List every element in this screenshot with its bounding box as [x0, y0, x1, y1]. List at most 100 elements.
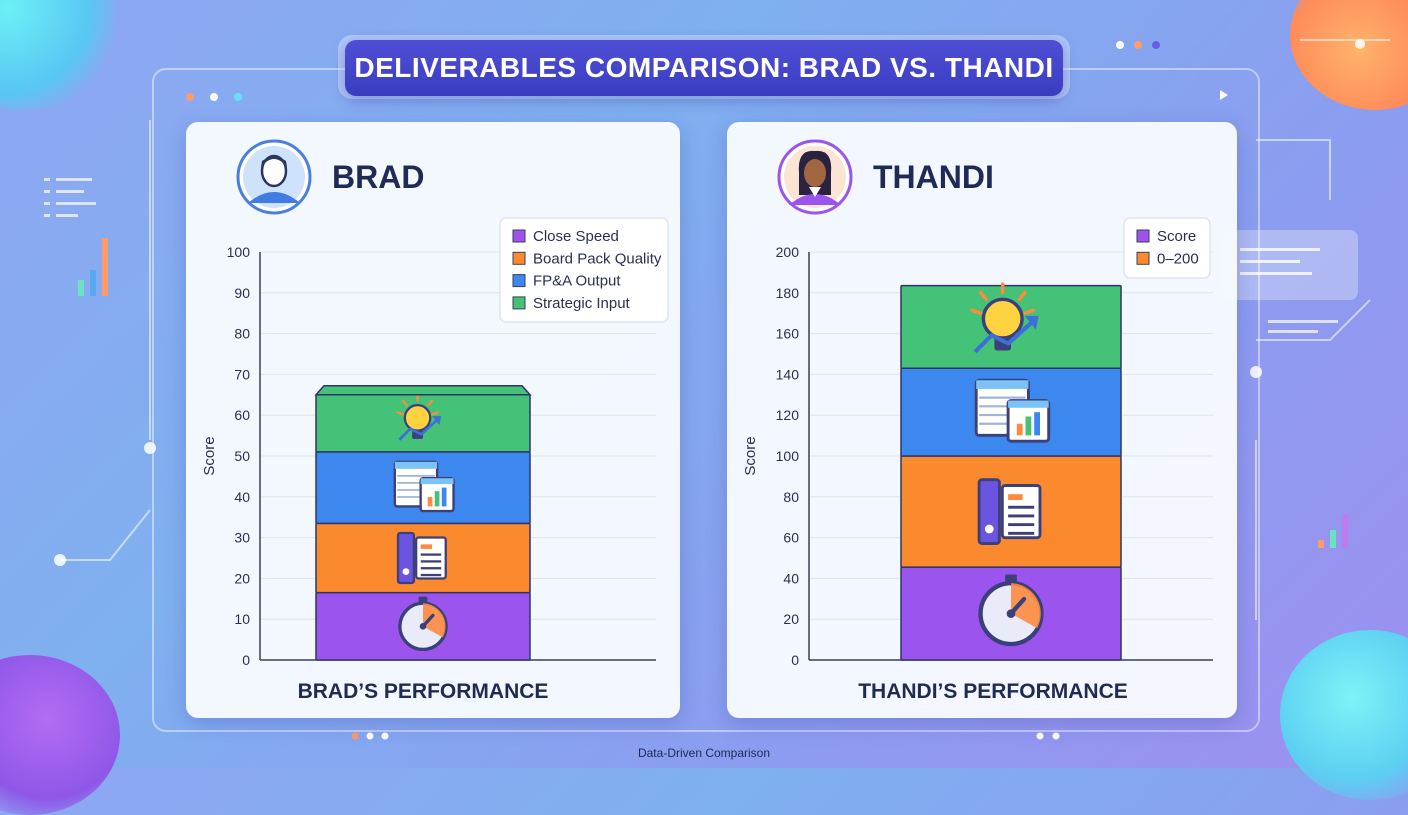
bulb-ray [427, 399, 434, 407]
stopwatch-icon [978, 574, 1044, 647]
y-axis-label: Score [201, 436, 218, 475]
binder-spine [977, 478, 1001, 545]
legend-box [499, 217, 669, 323]
lightbulb-growth-icon [396, 394, 442, 441]
bulb-ray [401, 399, 408, 407]
document-binder-icon [977, 478, 1042, 545]
y-tick-label: 40 [234, 489, 250, 505]
y-tick-label: 140 [776, 366, 800, 382]
bulb-ray [978, 290, 988, 302]
binder-page-header [1008, 494, 1023, 500]
person-name: THANDI [873, 159, 994, 195]
stopwatch-icon [398, 596, 448, 652]
spreadsheet-chart-icon [393, 460, 455, 513]
avatar-head [260, 154, 288, 188]
y-tick-label: 100 [776, 448, 800, 464]
user-avatar-icon [777, 139, 853, 215]
title-banner: DELIVERABLES COMPARISON: BRAD VS. THANDI [345, 40, 1063, 96]
binder-page-line [420, 567, 442, 570]
legend-box [1123, 217, 1211, 279]
sheet-titlebar [394, 461, 438, 469]
spreadsheet-chart-icon [974, 378, 1051, 443]
chart-title: THANDI’S PERFORMANCE [858, 680, 1128, 703]
y-axis-label: Score [742, 436, 759, 475]
avatar-collar [809, 187, 821, 197]
chart-titlebar [420, 478, 454, 485]
growth-arrow-line [973, 317, 1038, 354]
document-binder-icon [396, 531, 447, 585]
bulb-ray [970, 308, 983, 315]
y-tick-label: 120 [776, 407, 800, 423]
binder-page-line [1008, 531, 1035, 535]
binder-page-line [1008, 523, 1035, 527]
growth-arrow-line [398, 416, 441, 441]
stopwatch-pin [1006, 609, 1016, 618]
chart-bar [434, 491, 440, 507]
stopwatch-wedge [423, 603, 446, 638]
avatar-hair [261, 157, 287, 167]
legend-label: FP&A Output [533, 273, 621, 290]
y-tick-label: 90 [234, 285, 250, 301]
bulb-ray [1023, 308, 1035, 315]
legend-swatch [1136, 251, 1150, 265]
binder-page [415, 536, 447, 580]
binder-page-line [420, 553, 442, 556]
chart-bar [441, 487, 447, 507]
avatar-shoulders [789, 194, 841, 205]
chart-brad: BRAD 0 10 20 30 40 50 60 70 80 90 100 Score Close Spe… [201, 139, 669, 703]
y-tick-label: 10 [234, 611, 250, 627]
y-tick-label: 200 [776, 244, 800, 260]
y-tick-label: 60 [234, 407, 250, 423]
legend-swatch [512, 251, 526, 265]
legend-swatch [512, 296, 526, 310]
binder-page-line [420, 573, 442, 577]
y-tick-label: 160 [776, 326, 800, 342]
user-avatar-icon [236, 139, 312, 215]
legend-label: 0–200 [1157, 250, 1199, 267]
page-title: DELIVERABLES COMPARISON: BRAD VS. THANDI [354, 52, 1054, 83]
legend-label: Close Speed [533, 228, 619, 245]
y-tick-label: 60 [783, 530, 799, 546]
bulb-ray [430, 411, 439, 416]
avatar-shoulders [248, 192, 300, 203]
legend-swatch [512, 274, 526, 288]
person-name: BRAD [332, 159, 424, 195]
y-tick-label: 80 [783, 489, 799, 505]
y-tick-label: 0 [242, 652, 250, 668]
bulb-glass [981, 297, 1024, 340]
decor-blob-purple [0, 655, 120, 815]
lightbulb-growth-icon [970, 282, 1039, 354]
y-tick-label: 50 [234, 448, 250, 464]
y-tick-label: 180 [776, 285, 800, 301]
legend-label: Score [1157, 228, 1196, 245]
avatar-head [804, 159, 826, 187]
chart-title: BRAD’S PERFORMANCE [298, 680, 549, 703]
y-tick-label: 30 [234, 530, 250, 546]
binder-ring [984, 524, 994, 534]
binder-spine [396, 531, 416, 585]
chart-bar [1025, 416, 1032, 436]
bulb-ray [1017, 290, 1027, 302]
panel-thandi: THANDI 0 20 40 60 80 100 120 140 160 180 200 Score Sc… [727, 122, 1237, 718]
stopwatch-pin [419, 623, 427, 630]
binder-page [1000, 484, 1042, 540]
y-tick-label: 40 [783, 570, 799, 586]
binder-page-line [1008, 514, 1035, 518]
y-tick-label: 20 [234, 570, 250, 586]
chart-bar [1016, 423, 1023, 436]
chart-bar [427, 497, 433, 507]
growth-arrow-head [1024, 315, 1039, 330]
footer-caption: Data-Driven Comparison [637, 746, 771, 760]
decor-blob-orange [1290, 0, 1408, 110]
y-tick-label: 0 [791, 652, 799, 668]
legend-swatch [512, 229, 526, 243]
bulb-ray [396, 411, 405, 416]
panel-brad: BRAD 0 10 20 30 40 50 60 70 80 90 100 Score Close Spe… [186, 122, 680, 718]
legend-label: Strategic Input [533, 295, 631, 312]
y-tick-label: 70 [234, 366, 250, 382]
bar-top-cap [314, 385, 532, 396]
binder-page-line [420, 560, 442, 563]
stopwatch-wedge [1011, 583, 1041, 629]
binder-page-line [1008, 505, 1035, 509]
stopwatch-crown [1005, 574, 1017, 584]
